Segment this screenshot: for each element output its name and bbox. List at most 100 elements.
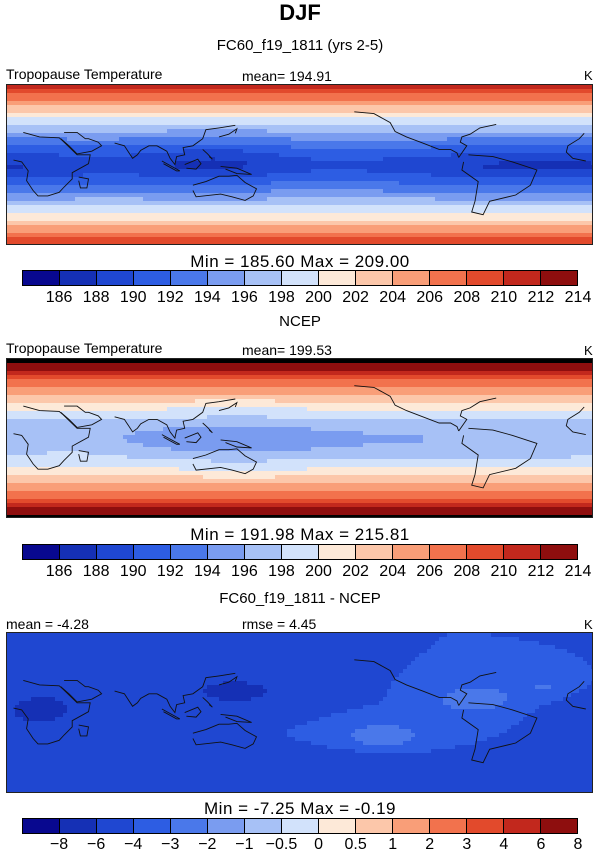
colorbar-swatch <box>541 545 577 559</box>
colorbar-swatch <box>23 271 60 285</box>
coastline <box>192 174 258 201</box>
colorbar-swatch <box>541 271 577 285</box>
panel2-field-label: Tropopause Temperature <box>6 340 163 356</box>
panel2-units: K <box>584 343 593 358</box>
panel1-map <box>6 84 593 245</box>
colorbar-tick-label: 3 <box>462 836 472 853</box>
panel1-minmax: Min = 185.60 Max = 209.00 <box>190 252 410 271</box>
colorbar-tick-label: 202 <box>342 289 369 306</box>
colorbar-swatch <box>245 819 282 833</box>
coastline <box>60 131 103 155</box>
colorbar-swatch <box>319 545 356 559</box>
panel2-minmax: Min = 191.98 Max = 215.81 <box>190 525 410 544</box>
panel3-mean: mean = -4.28 <box>6 616 89 632</box>
colorbar-tick-label: 206 <box>416 289 444 306</box>
colorbar-swatch <box>208 271 245 285</box>
coastline <box>565 680 586 710</box>
panel2-mean: mean= 199.53 <box>242 342 332 358</box>
colorbar-swatch <box>356 819 393 833</box>
coastline <box>156 398 236 440</box>
colorbar-tick-label: 8 <box>573 836 583 853</box>
coastline <box>192 448 258 475</box>
colorbar-tick-label: 208 <box>453 289 481 306</box>
colorbar-tick-label: 204 <box>379 289 407 306</box>
coastline <box>60 679 103 703</box>
colorbar-swatch <box>467 271 504 285</box>
panel1-colorbar <box>22 270 578 286</box>
colorbar-swatch <box>430 819 467 833</box>
coastline <box>60 405 103 428</box>
colorbar-swatch <box>97 271 134 285</box>
colorbar-tick-label: 210 <box>490 289 518 306</box>
colorbar-tick-label: −4 <box>124 836 143 853</box>
coastline <box>458 123 497 158</box>
colorbar-tick-label: 214 <box>564 289 592 306</box>
panel1-mean: mean= 194.91 <box>242 68 332 84</box>
panel2-title: NCEP <box>279 313 321 330</box>
panel1-field-label: Tropopause Temperature <box>6 66 163 82</box>
colorbar-swatch <box>467 819 504 833</box>
colorbar-swatch <box>60 271 97 285</box>
panel3-units: K <box>584 617 593 632</box>
colorbar-tick-label: −6 <box>87 836 106 853</box>
colorbar-tick-label: 192 <box>156 563 184 580</box>
panel3-rmse: rmse = 4.45 <box>242 616 317 632</box>
colorbar-tick-label: −8 <box>49 836 69 853</box>
colorbar-swatch <box>282 271 319 285</box>
coastline <box>114 690 157 707</box>
colorbar-swatch <box>504 271 541 285</box>
colorbar-tick-label: 204 <box>379 563 407 580</box>
coastline <box>184 432 202 444</box>
colorbar-swatch <box>245 271 282 285</box>
panel3-colorbar <box>22 818 578 834</box>
panel3-heatmap <box>7 633 592 792</box>
coastline <box>161 160 181 172</box>
coastline <box>218 401 238 412</box>
colorbar-tick-label: −3 <box>161 836 180 853</box>
colorbar-tick-label: −1 <box>235 836 254 853</box>
colorbar-swatch <box>430 545 467 559</box>
colorbar-swatch <box>60 819 97 833</box>
colorbar-tick-label: 190 <box>119 563 147 580</box>
panel1-title: FC60_f19_1811 (yrs 2-5) <box>216 37 384 54</box>
colorbar-tick-label: 200 <box>305 289 332 306</box>
coastline <box>218 675 238 686</box>
colorbar-tick-label: 190 <box>119 289 147 306</box>
colorbar-tick-label: 210 <box>490 563 518 580</box>
coastline <box>156 672 236 714</box>
colorbar-swatch <box>541 819 577 833</box>
coastline <box>114 416 157 433</box>
coastline <box>565 132 586 162</box>
coastline <box>458 397 497 432</box>
coastline <box>458 671 497 706</box>
coastline <box>192 722 258 749</box>
panel2-map <box>6 358 593 518</box>
coastline <box>156 124 236 166</box>
colorbar-tick-label: 0 <box>314 836 323 853</box>
colorbar-tick-label: 196 <box>231 563 258 580</box>
colorbar-swatch <box>208 819 245 833</box>
colorbar-tick-label: 214 <box>564 563 592 580</box>
panel3-title: FC60_f19_1811 - NCEP <box>219 590 381 607</box>
colorbar-tick-label: 1 <box>388 836 398 853</box>
panel1-units: K <box>584 68 593 83</box>
panel2-colorbar <box>22 544 578 560</box>
panel1-heatmap <box>7 85 592 244</box>
colorbar-swatch <box>356 271 393 285</box>
coastline <box>78 176 90 189</box>
panel2-colorbar-ticks: 186 188 190 192 194 196 198 200 202 204 206 208 210 2… <box>22 563 592 583</box>
colorbar-swatch <box>171 545 208 559</box>
colorbar-swatch <box>134 271 171 285</box>
panel3-minmax: Min = -7.25 Max = -0.19 <box>204 799 396 818</box>
coastline <box>218 127 238 138</box>
colorbar-swatch <box>504 819 541 833</box>
figure-title: DJF <box>279 0 321 25</box>
coastline <box>184 706 202 718</box>
colorbar-tick-label: 212 <box>527 563 555 580</box>
colorbar-tick-label: 198 <box>268 289 295 306</box>
panel2-heatmap <box>7 359 592 517</box>
colorbar-tick-label: 194 <box>193 563 221 580</box>
colorbar-swatch <box>282 545 319 559</box>
coastline <box>78 724 90 737</box>
colorbar-tick-label: 208 <box>453 563 481 580</box>
